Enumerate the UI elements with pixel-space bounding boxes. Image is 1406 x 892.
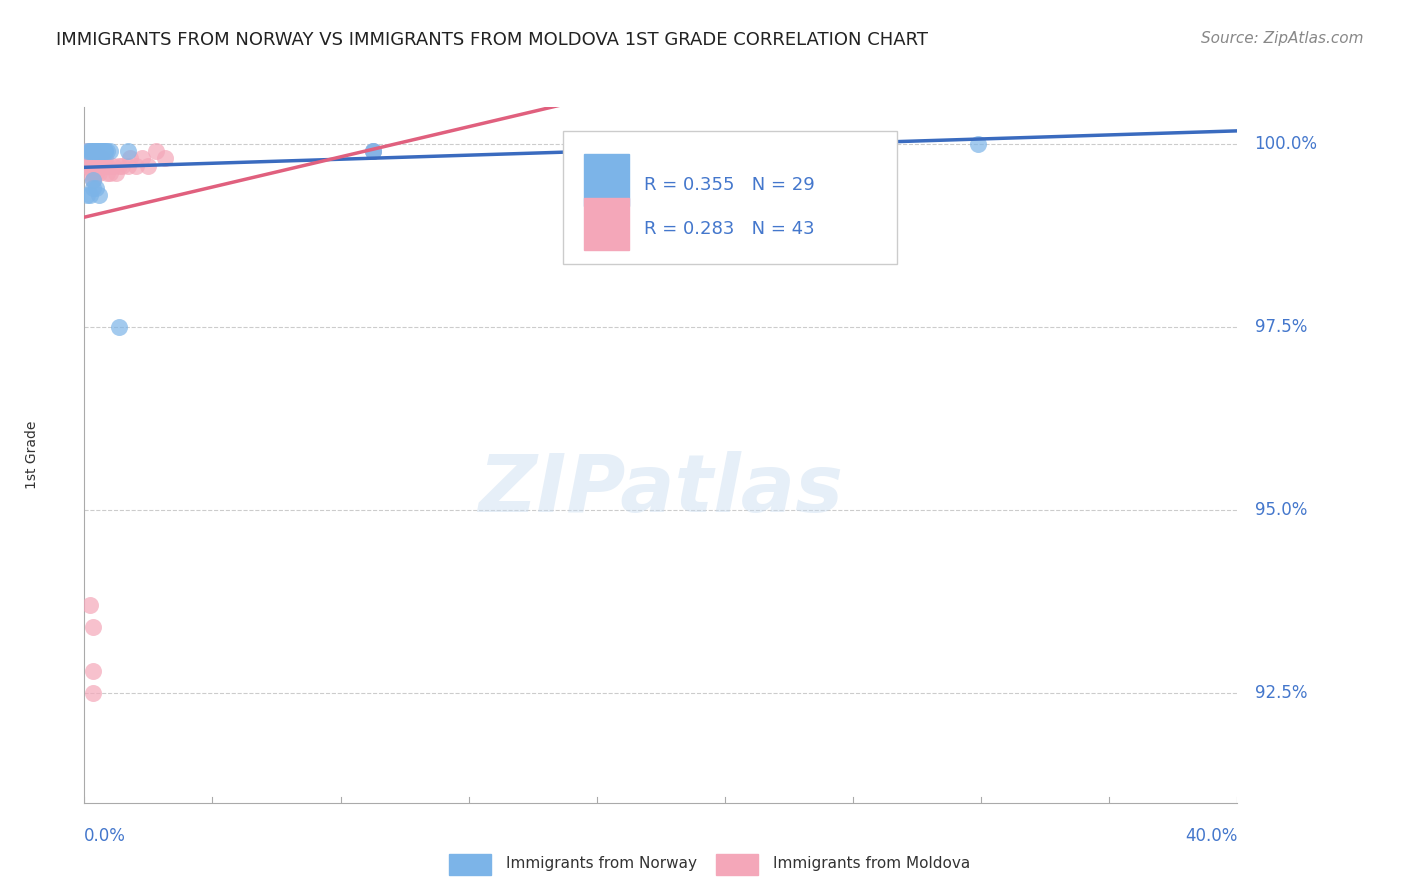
Point bbox=[131, 151, 153, 165]
Point bbox=[90, 151, 112, 165]
Point bbox=[145, 144, 167, 158]
Point bbox=[82, 620, 104, 634]
Text: R = 0.283   N = 43: R = 0.283 N = 43 bbox=[644, 219, 814, 238]
Point bbox=[82, 173, 104, 187]
Point bbox=[361, 144, 384, 158]
Text: 95.0%: 95.0% bbox=[1254, 500, 1308, 519]
Point bbox=[84, 144, 107, 158]
Point bbox=[84, 166, 107, 180]
Point bbox=[93, 159, 115, 173]
Point bbox=[111, 159, 134, 173]
Point bbox=[90, 144, 112, 158]
Point bbox=[84, 144, 107, 158]
Point bbox=[108, 319, 131, 334]
Point bbox=[117, 144, 139, 158]
Text: R = 0.355   N = 29: R = 0.355 N = 29 bbox=[644, 176, 814, 194]
Text: Immigrants from Norway: Immigrants from Norway bbox=[506, 856, 697, 871]
Point bbox=[82, 151, 104, 165]
FancyBboxPatch shape bbox=[583, 154, 628, 206]
Point bbox=[120, 151, 142, 165]
Point bbox=[84, 144, 107, 158]
Point bbox=[82, 159, 104, 173]
Point bbox=[82, 144, 104, 158]
Text: 40.0%: 40.0% bbox=[1185, 827, 1237, 845]
Point bbox=[87, 166, 110, 180]
Point bbox=[84, 144, 107, 158]
Point bbox=[96, 166, 118, 180]
Point bbox=[76, 144, 98, 158]
Point bbox=[87, 188, 110, 202]
Point bbox=[153, 151, 176, 165]
Text: ZIPatlas: ZIPatlas bbox=[478, 450, 844, 529]
Point bbox=[82, 173, 104, 187]
Point bbox=[76, 144, 98, 158]
Point bbox=[562, 144, 586, 158]
Point bbox=[967, 136, 990, 151]
Point bbox=[108, 159, 131, 173]
Point bbox=[117, 159, 139, 173]
Point bbox=[84, 180, 107, 194]
Point bbox=[82, 144, 104, 158]
Point bbox=[84, 151, 107, 165]
Text: 0.0%: 0.0% bbox=[84, 827, 127, 845]
Point bbox=[82, 686, 104, 700]
Point bbox=[87, 159, 110, 173]
Point bbox=[79, 151, 101, 165]
Point bbox=[82, 180, 104, 194]
Text: 100.0%: 100.0% bbox=[1254, 135, 1317, 153]
Point bbox=[90, 144, 112, 158]
Point bbox=[93, 144, 115, 158]
Point bbox=[76, 151, 98, 165]
Point bbox=[84, 159, 107, 173]
Point bbox=[79, 144, 101, 158]
Point bbox=[361, 144, 384, 158]
Point bbox=[93, 144, 115, 158]
Point bbox=[93, 151, 115, 165]
Point bbox=[87, 151, 110, 165]
Point bbox=[90, 144, 112, 158]
Point bbox=[361, 144, 384, 158]
Point bbox=[87, 144, 110, 158]
FancyBboxPatch shape bbox=[583, 198, 628, 250]
Text: Source: ZipAtlas.com: Source: ZipAtlas.com bbox=[1201, 31, 1364, 46]
Point bbox=[79, 166, 101, 180]
Point bbox=[82, 144, 104, 158]
Point bbox=[79, 144, 101, 158]
Point bbox=[98, 144, 121, 158]
Point bbox=[96, 159, 118, 173]
Point bbox=[82, 166, 104, 180]
Text: 92.5%: 92.5% bbox=[1254, 684, 1308, 702]
Point bbox=[90, 159, 112, 173]
Point bbox=[96, 144, 118, 158]
Text: 97.5%: 97.5% bbox=[1254, 318, 1308, 335]
Point bbox=[125, 159, 148, 173]
Point bbox=[82, 664, 104, 678]
Point bbox=[76, 188, 98, 202]
Point bbox=[103, 159, 124, 173]
Text: 1st Grade: 1st Grade bbox=[25, 421, 39, 489]
Point bbox=[79, 188, 101, 202]
FancyBboxPatch shape bbox=[562, 131, 897, 263]
Text: IMMIGRANTS FROM NORWAY VS IMMIGRANTS FROM MOLDOVA 1ST GRADE CORRELATION CHART: IMMIGRANTS FROM NORWAY VS IMMIGRANTS FRO… bbox=[56, 31, 928, 49]
Point bbox=[105, 166, 128, 180]
Point bbox=[79, 159, 101, 173]
Point bbox=[87, 144, 110, 158]
Point bbox=[98, 166, 121, 180]
Text: Immigrants from Moldova: Immigrants from Moldova bbox=[773, 856, 970, 871]
Point bbox=[76, 159, 98, 173]
Point bbox=[79, 598, 101, 612]
Point bbox=[136, 159, 159, 173]
Point bbox=[707, 136, 730, 151]
Point bbox=[79, 144, 101, 158]
